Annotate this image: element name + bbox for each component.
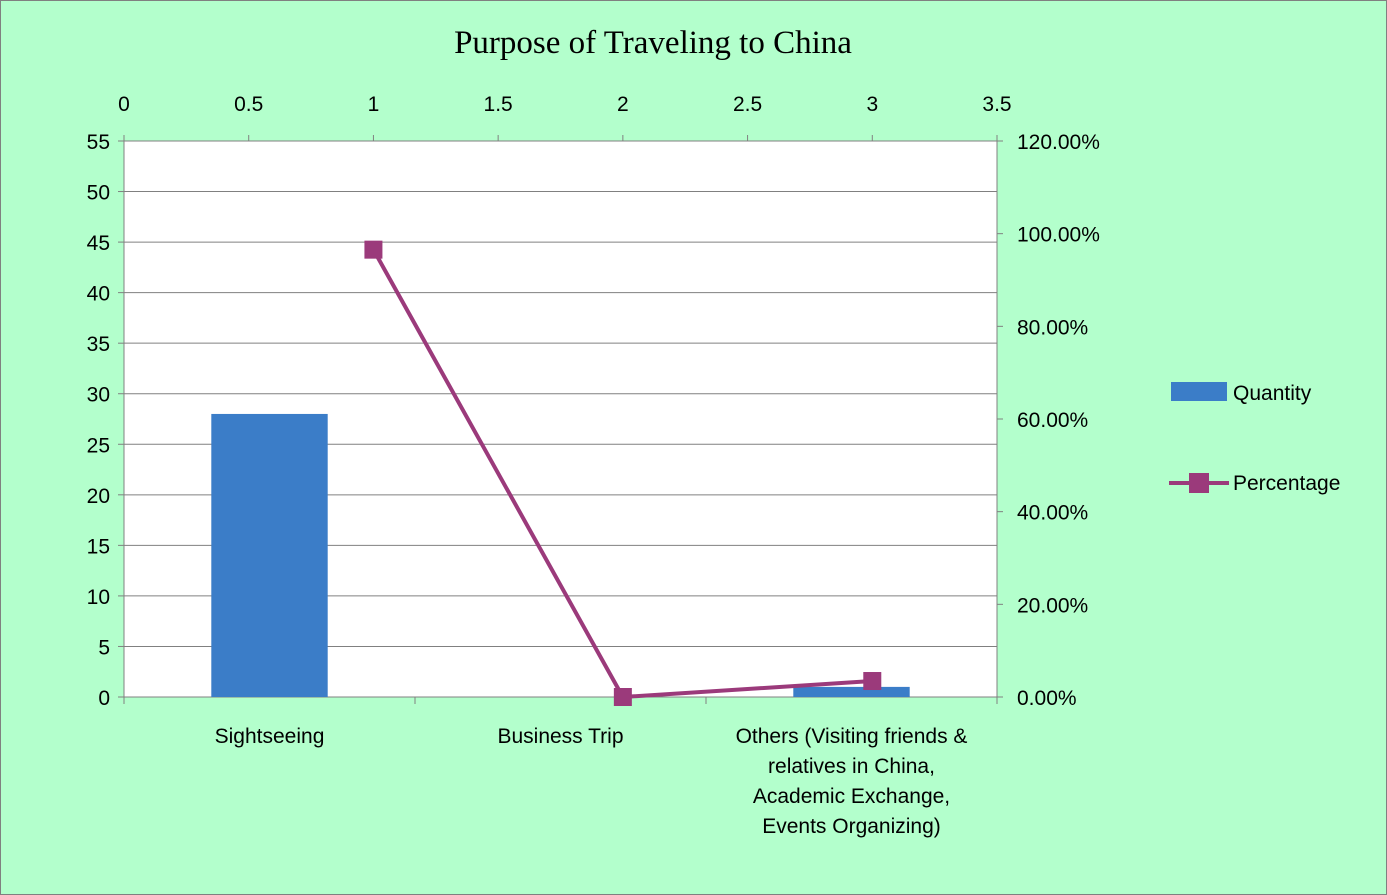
left-axis-tick-label: 40 [87, 283, 110, 306]
right-axis-tick-label: 40.00% [1017, 502, 1088, 525]
top-axis-tick-label: 0.5 [234, 93, 263, 116]
marker-percentage [613, 688, 632, 706]
left-axis-tick-label: 25 [87, 434, 110, 457]
top-axis-tick-label: 2 [617, 93, 629, 116]
top-axis-tick-label: 0 [118, 93, 130, 116]
legend-marker-percentage [1189, 473, 1209, 493]
left-axis-tick-label: 0 [98, 687, 110, 710]
right-axis-tick-label: 80.00% [1017, 316, 1088, 339]
left-axis-tick-label: 45 [87, 232, 110, 255]
left-axis-tick-label: 30 [87, 384, 110, 407]
right-axis-tick-label: 0.00% [1017, 687, 1077, 710]
marker-percentage [863, 672, 882, 691]
chart-title: Purpose of Traveling to China [454, 25, 852, 61]
top-axis-tick-label: 3.5 [982, 93, 1011, 116]
right-axis-tick-label: 60.00% [1017, 409, 1088, 432]
right-axis-tick-label: 20.00% [1017, 594, 1088, 617]
legend-label-percentage: Percentage [1233, 472, 1340, 495]
category-label: Others (Visiting friends & [736, 725, 968, 748]
legend-swatch-quantity [1171, 382, 1227, 401]
category-label: Academic Exchange, [753, 785, 950, 808]
top-axis-tick-label: 1 [368, 93, 380, 116]
marker-percentage [364, 240, 383, 259]
top-axis-tick-label: 3 [866, 93, 878, 116]
legend-label-quantity: Quantity [1233, 382, 1312, 405]
left-axis-tick-label: 15 [87, 535, 110, 558]
top-axis-tick-label: 2.5 [733, 93, 762, 116]
left-axis-tick-label: 55 [87, 131, 110, 154]
category-label: relatives in China, [768, 755, 935, 778]
top-axis-tick-label: 1.5 [484, 93, 513, 116]
left-axis-tick-label: 35 [87, 333, 110, 356]
right-axis-tick-label: 120.00% [1017, 131, 1100, 154]
left-axis-tick-label: 10 [87, 586, 110, 609]
category-label: Sightseeing [215, 725, 325, 748]
left-axis-tick-label: 5 [98, 636, 110, 659]
bar-quantity [211, 413, 328, 697]
bar-quantity [793, 686, 910, 697]
category-label: Business Trip [497, 725, 623, 748]
right-axis-tick-label: 100.00% [1017, 224, 1100, 247]
left-axis-tick-label: 50 [87, 182, 110, 205]
left-axis-tick-label: 20 [87, 485, 110, 508]
category-label: Events Organizing) [762, 815, 941, 838]
